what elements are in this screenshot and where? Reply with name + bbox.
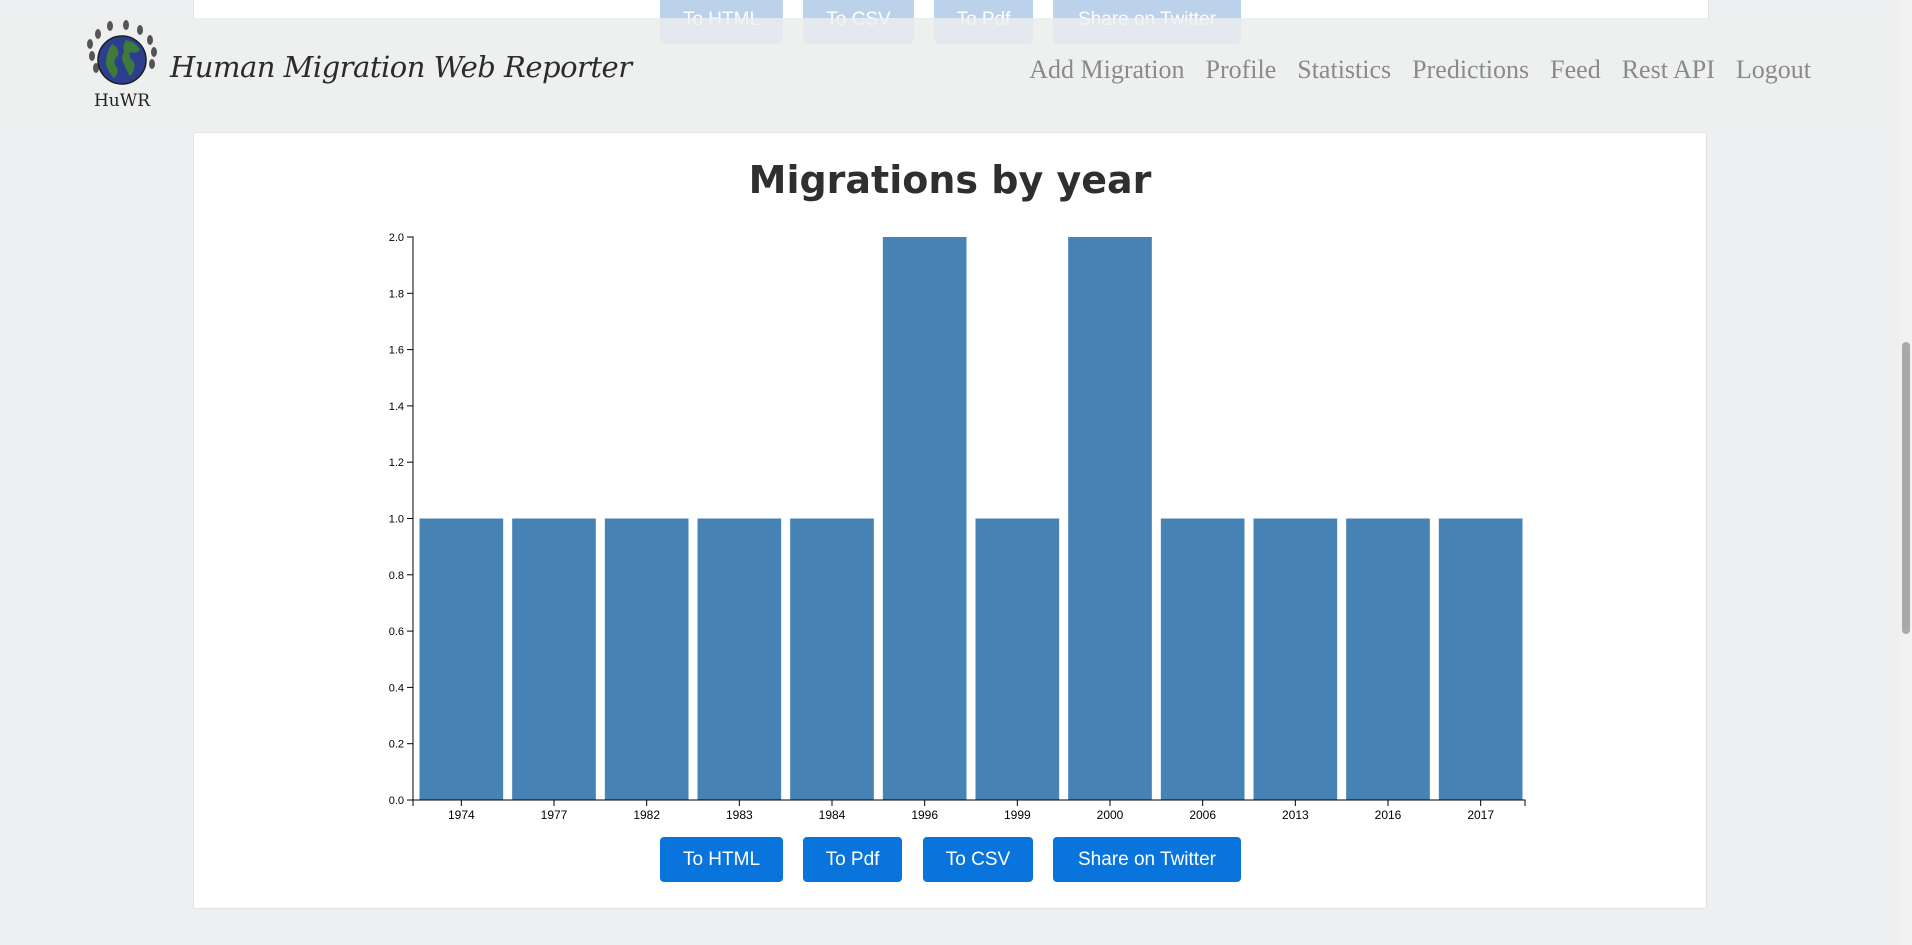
nav-feed[interactable]: Feed — [1550, 55, 1601, 84]
bars-group — [419, 237, 1523, 800]
logo-text: HuWR — [94, 91, 151, 110]
bar-1974 — [419, 518, 504, 800]
nav-rest-api[interactable]: Rest API — [1621, 55, 1715, 84]
share-twitter-button[interactable]: Share on Twitter — [1053, 837, 1241, 882]
brand-title[interactable]: Human Migration Web Reporter — [170, 50, 632, 84]
y-tick-label: 2.0 — [389, 232, 404, 244]
x-tick-label: 1984 — [819, 808, 846, 822]
x-tick-label: 2017 — [1467, 808, 1494, 822]
scrollbar-thumb[interactable] — [1902, 342, 1910, 634]
nav-predictions[interactable]: Predictions — [1412, 55, 1530, 84]
bar-1982 — [604, 518, 689, 800]
to-csv-button[interactable]: To CSV — [923, 837, 1033, 882]
y-tick-label: 0.8 — [389, 570, 404, 582]
nav-profile[interactable]: Profile — [1205, 55, 1277, 84]
main-nav: Add Migration Profile Statistics Predict… — [1029, 55, 1811, 85]
bar-2000 — [1068, 237, 1152, 800]
y-tick-label: 1.4 — [389, 401, 404, 413]
y-tick-label: 1.2 — [389, 457, 404, 469]
bar-1999 — [975, 518, 1060, 800]
y-tick-label: 0.2 — [389, 739, 404, 751]
nav-logout[interactable]: Logout — [1735, 55, 1811, 84]
x-tick-label: 1974 — [448, 808, 475, 822]
nav-add-migration[interactable]: Add Migration — [1029, 55, 1185, 84]
x-tick-label: 1977 — [541, 808, 568, 822]
bar-2006 — [1160, 518, 1245, 800]
chart-title: Migrations by year — [748, 158, 1152, 202]
to-pdf-button[interactable]: To Pdf — [803, 837, 902, 882]
to-html-button[interactable]: To HTML — [660, 837, 783, 882]
bar-1984 — [790, 518, 874, 800]
x-tick-label: 1983 — [726, 808, 753, 822]
site-header — [0, 18, 1912, 118]
x-axis: 1974 1977 1982 1983 1984 1996 1999 2000 2006 2013… — [412, 799, 1526, 822]
x-tick-label: 1996 — [911, 808, 938, 822]
scrollbar[interactable] — [1900, 0, 1912, 945]
bar-2016 — [1346, 518, 1430, 800]
bar-2017 — [1438, 518, 1523, 800]
bar-1996 — [882, 237, 967, 800]
x-tick-label: 1982 — [633, 808, 660, 822]
nav-statistics[interactable]: Statistics — [1297, 55, 1392, 84]
bar-1977 — [512, 518, 596, 800]
x-axis-line — [412, 799, 1526, 806]
x-tick-label: 2016 — [1375, 808, 1402, 822]
y-axis: 0.0 0.2 0.4 0.6 0.8 1.0 1.2 1.4 1.6 1.8 2.0 — [389, 232, 414, 807]
x-tick-label: 2000 — [1097, 808, 1124, 822]
y-tick-label: 0.0 — [389, 795, 404, 807]
bar-1983 — [697, 518, 782, 800]
globe-icon — [97, 35, 147, 85]
huwr-logo[interactable]: HuWR — [82, 18, 162, 110]
x-tick-label: 1999 — [1004, 808, 1031, 822]
x-tick-label: 2006 — [1189, 808, 1216, 822]
bar-2013 — [1253, 518, 1338, 800]
y-tick-label: 0.6 — [389, 626, 404, 638]
y-tick-label: 1.8 — [389, 288, 404, 300]
footprints-icon — [87, 20, 157, 73]
y-tick-label: 0.4 — [389, 682, 404, 694]
y-tick-label: 1.0 — [389, 514, 404, 526]
y-tick-label: 1.6 — [389, 345, 404, 357]
x-tick-label: 2013 — [1282, 808, 1309, 822]
